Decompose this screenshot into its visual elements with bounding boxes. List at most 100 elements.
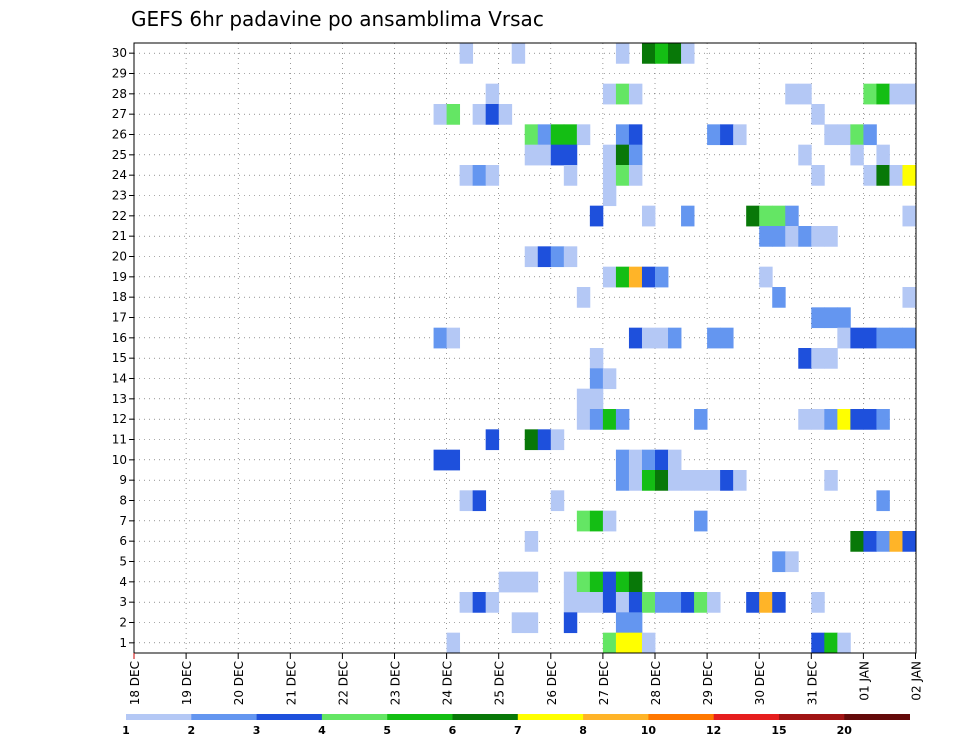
data-cell xyxy=(641,43,656,64)
y-tick-label: 18 xyxy=(112,290,127,304)
data-cell xyxy=(876,490,890,512)
data-cell xyxy=(811,348,825,369)
data-cell xyxy=(850,531,864,552)
data-cell xyxy=(668,592,682,613)
data-cell xyxy=(876,327,890,349)
data-cell xyxy=(641,266,656,288)
data-cell xyxy=(759,205,773,227)
data-cell xyxy=(863,124,877,146)
data-cell xyxy=(876,83,890,105)
data-cell xyxy=(602,510,617,532)
data-cell xyxy=(655,449,669,471)
data-cell xyxy=(615,124,630,146)
data-cell xyxy=(772,592,786,613)
colorbar-swatch xyxy=(256,714,323,720)
data-cell xyxy=(485,592,500,613)
colorbar-swatch xyxy=(583,714,649,720)
data-cell xyxy=(707,124,721,146)
data-cell xyxy=(628,266,643,288)
data-cell xyxy=(511,612,526,634)
data-cell xyxy=(863,409,877,430)
y-tick-label: 19 xyxy=(112,270,127,284)
y-tick-label: 14 xyxy=(112,372,127,386)
data-cell xyxy=(446,327,461,349)
colorbar-label: 5 xyxy=(383,724,391,737)
y-tick-label: 25 xyxy=(112,148,127,162)
data-cell xyxy=(602,165,617,186)
data-cell xyxy=(563,165,578,186)
data-cell xyxy=(615,470,630,491)
data-cell xyxy=(589,409,604,430)
data-cell xyxy=(563,124,578,146)
data-cell xyxy=(641,205,656,227)
data-cell xyxy=(798,83,812,105)
data-cell xyxy=(433,449,447,471)
y-tick-label: 11 xyxy=(112,433,127,447)
data-cell xyxy=(563,592,578,613)
data-cell xyxy=(589,571,604,593)
data-cell xyxy=(850,409,864,430)
data-cell xyxy=(863,165,877,186)
data-cell xyxy=(615,632,630,654)
colorbar-label: 2 xyxy=(187,724,195,737)
data-cell xyxy=(433,327,447,349)
data-cell xyxy=(772,551,786,573)
data-cell xyxy=(681,43,695,64)
y-tick-label: 21 xyxy=(112,229,127,243)
colorbar-label: 7 xyxy=(514,724,522,737)
colorbar-swatch xyxy=(648,714,715,720)
data-cell xyxy=(811,104,825,125)
data-cell xyxy=(733,124,747,146)
data-cell xyxy=(824,409,838,430)
data-cell xyxy=(772,205,786,227)
data-cell xyxy=(576,592,591,613)
data-cell xyxy=(902,531,916,552)
data-cell xyxy=(628,632,643,654)
data-cell xyxy=(602,409,617,430)
x-tick-label: 23 DEC xyxy=(389,661,403,705)
y-tick-label: 23 xyxy=(112,189,127,203)
data-cell xyxy=(602,571,617,593)
x-tick-label: 27 DEC xyxy=(597,661,611,705)
data-cell xyxy=(472,104,487,125)
data-cell xyxy=(511,571,526,593)
data-cell xyxy=(707,327,721,349)
data-cell xyxy=(720,124,734,146)
data-cell xyxy=(563,612,578,634)
data-cell xyxy=(446,632,461,654)
data-cell xyxy=(824,307,838,329)
data-cell xyxy=(602,185,617,207)
data-cell xyxy=(889,165,903,186)
data-cell xyxy=(537,144,552,166)
data-cell xyxy=(798,144,812,166)
data-cell xyxy=(628,571,643,593)
data-cell xyxy=(576,124,591,146)
data-cell xyxy=(550,144,565,166)
data-cell xyxy=(863,327,877,349)
colorbar-label: 15 xyxy=(771,724,786,737)
data-cell xyxy=(615,266,630,288)
data-cell xyxy=(498,571,513,593)
data-cell xyxy=(876,409,890,430)
data-cell xyxy=(615,592,630,613)
x-tick-label: 25 DEC xyxy=(493,661,507,705)
data-cells xyxy=(433,43,916,654)
data-cell xyxy=(798,348,812,369)
x-tick-label: 29 DEC xyxy=(701,661,715,705)
data-cell xyxy=(746,592,760,613)
data-cell xyxy=(889,83,903,105)
data-cell xyxy=(472,165,487,186)
data-cell xyxy=(837,632,851,654)
data-cell xyxy=(785,226,799,247)
data-cell xyxy=(576,409,591,430)
data-cell xyxy=(681,470,695,491)
data-cell xyxy=(720,470,734,491)
data-cell xyxy=(681,592,695,613)
data-cell xyxy=(850,144,864,166)
data-cell xyxy=(694,592,708,613)
data-cell xyxy=(902,165,916,186)
x-tick-label: 19 DEC xyxy=(180,661,194,705)
data-cell xyxy=(511,43,526,64)
y-tick-label: 24 xyxy=(112,168,127,182)
colorbar-swatch xyxy=(321,714,388,720)
